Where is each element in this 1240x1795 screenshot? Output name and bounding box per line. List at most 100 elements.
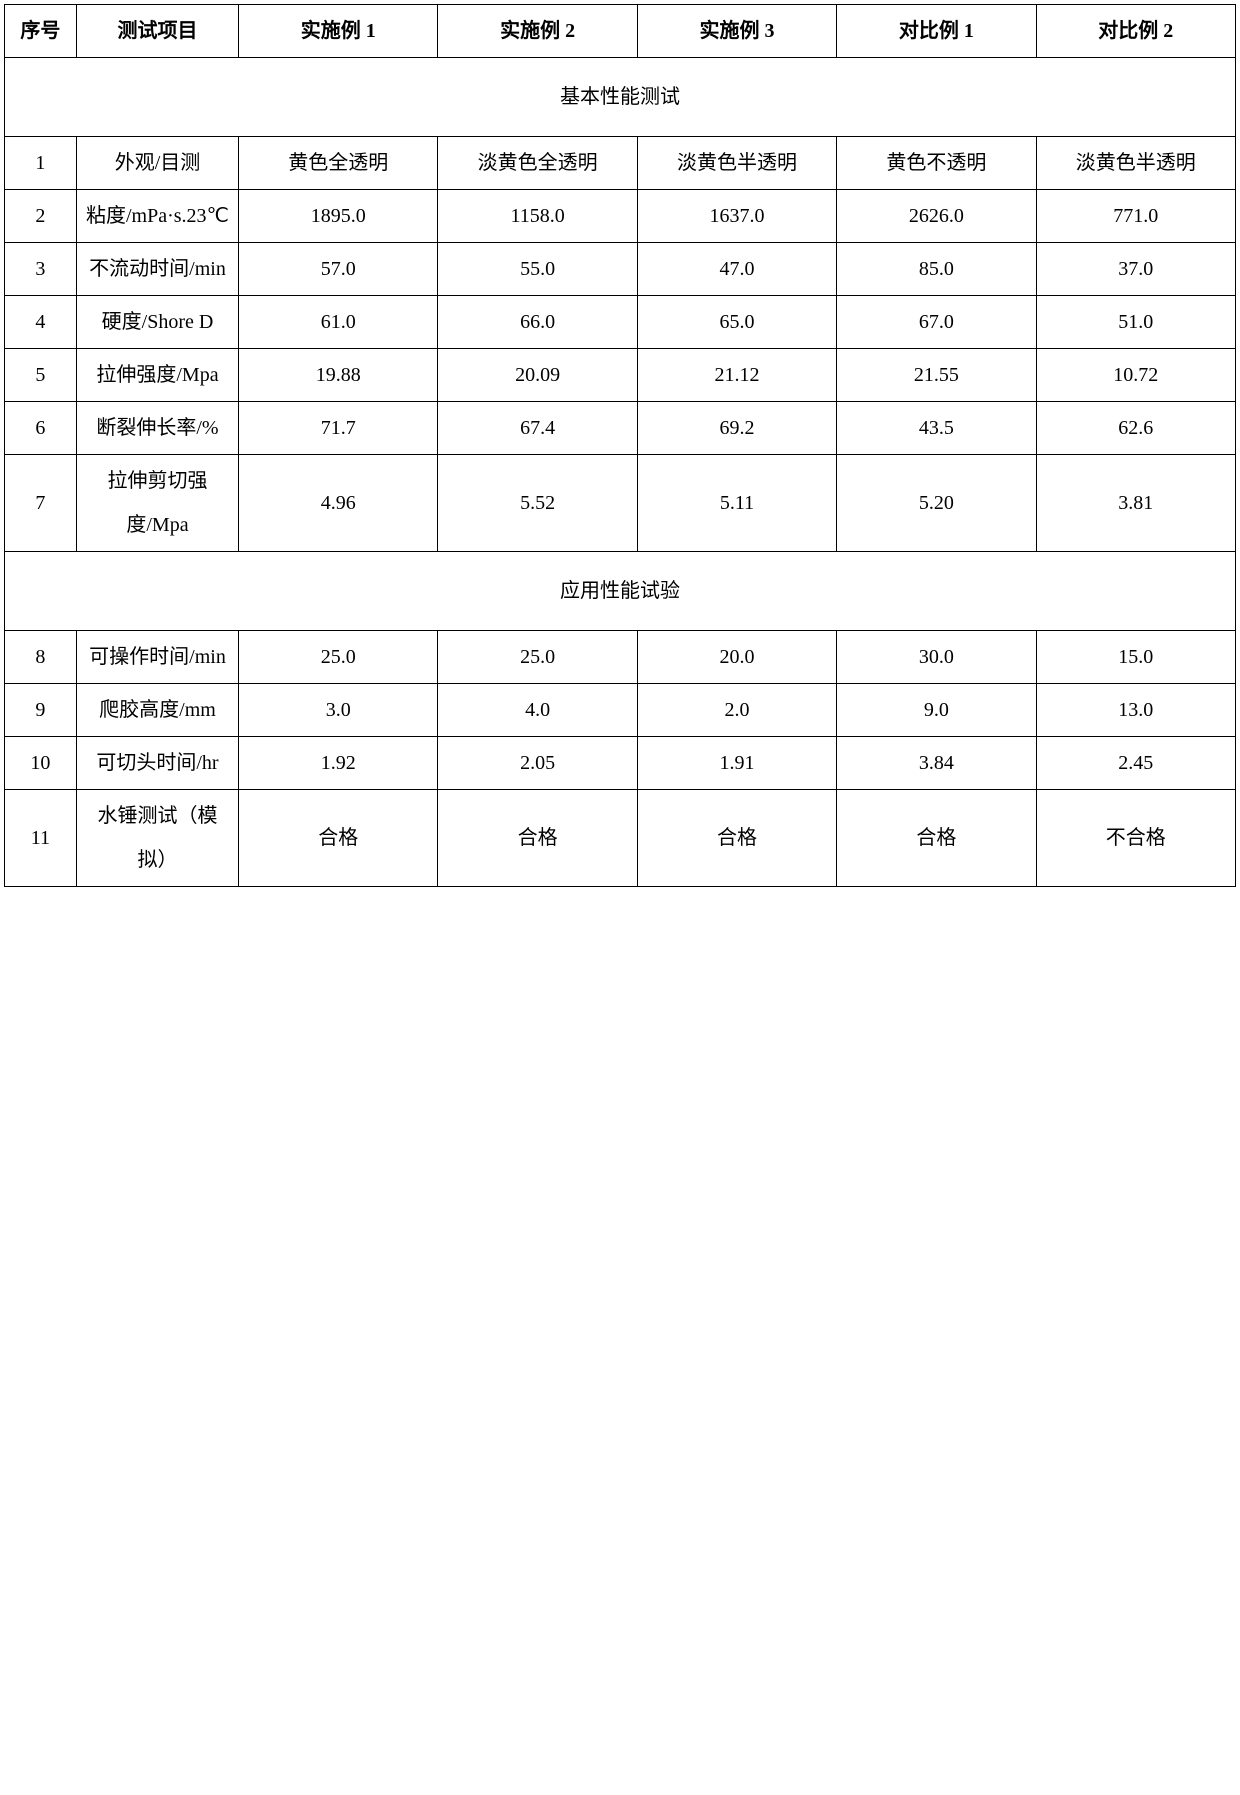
row-value: 3.81	[1036, 455, 1235, 552]
row-index: 9	[5, 684, 77, 737]
row-value: 3.0	[239, 684, 438, 737]
row-value: 1158.0	[438, 190, 637, 243]
row-value: 10.72	[1036, 349, 1235, 402]
row-index: 8	[5, 631, 77, 684]
section-application: 应用性能试验	[5, 552, 1236, 631]
row-value: 19.88	[239, 349, 438, 402]
row-value: 合格	[637, 790, 836, 887]
table-row: 11水锤测试（模拟）合格合格合格合格不合格	[5, 790, 1236, 887]
row-value: 2.0	[637, 684, 836, 737]
row-value: 淡黄色半透明	[1036, 137, 1235, 190]
table-row: 4硬度/Shore D61.066.065.067.051.0	[5, 296, 1236, 349]
row-value: 37.0	[1036, 243, 1235, 296]
row-value: 21.12	[637, 349, 836, 402]
row-value: 5.20	[837, 455, 1036, 552]
table-row: 2粘度/mPa·s.23℃1895.01158.01637.02626.0771…	[5, 190, 1236, 243]
row-value: 69.2	[637, 402, 836, 455]
row-value: 771.0	[1036, 190, 1235, 243]
table-row: 8可操作时间/min25.025.020.030.015.0	[5, 631, 1236, 684]
row-value: 淡黄色全透明	[438, 137, 637, 190]
row-index: 11	[5, 790, 77, 887]
row-value: 61.0	[239, 296, 438, 349]
row-item: 拉伸剪切强度/Mpa	[76, 455, 238, 552]
row-item: 水锤测试（模拟）	[76, 790, 238, 887]
section-title: 基本性能测试	[5, 58, 1236, 137]
row-item: 可操作时间/min	[76, 631, 238, 684]
row-value: 2.05	[438, 737, 637, 790]
row-value: 合格	[239, 790, 438, 887]
row-item: 断裂伸长率/%	[76, 402, 238, 455]
row-value: 55.0	[438, 243, 637, 296]
row-index: 4	[5, 296, 77, 349]
row-value: 4.96	[239, 455, 438, 552]
row-value: 1.92	[239, 737, 438, 790]
row-value: 62.6	[1036, 402, 1235, 455]
row-value: 25.0	[438, 631, 637, 684]
row-value: 67.4	[438, 402, 637, 455]
col-header: 实施例 1	[239, 5, 438, 58]
row-item: 粘度/mPa·s.23℃	[76, 190, 238, 243]
row-value: 67.0	[837, 296, 1036, 349]
row-index: 1	[5, 137, 77, 190]
table-row: 3不流动时间/min57.055.047.085.037.0	[5, 243, 1236, 296]
col-header: 实施例 3	[637, 5, 836, 58]
row-value: 1.91	[637, 737, 836, 790]
row-item: 不流动时间/min	[76, 243, 238, 296]
col-header: 对比例 1	[837, 5, 1036, 58]
row-value: 13.0	[1036, 684, 1235, 737]
row-value: 合格	[438, 790, 637, 887]
row-value: 5.11	[637, 455, 836, 552]
row-value: 5.52	[438, 455, 637, 552]
row-value: 1637.0	[637, 190, 836, 243]
row-value: 淡黄色半透明	[637, 137, 836, 190]
col-header: 测试项目	[76, 5, 238, 58]
row-value: 9.0	[837, 684, 1036, 737]
performance-table: 序号 测试项目 实施例 1 实施例 2 实施例 3 对比例 1 对比例 2 基本…	[4, 4, 1236, 887]
row-index: 10	[5, 737, 77, 790]
table-row: 6断裂伸长率/%71.767.469.243.562.6	[5, 402, 1236, 455]
row-index: 3	[5, 243, 77, 296]
row-index: 6	[5, 402, 77, 455]
col-header: 实施例 2	[438, 5, 637, 58]
row-value: 57.0	[239, 243, 438, 296]
row-value: 20.0	[637, 631, 836, 684]
row-value: 25.0	[239, 631, 438, 684]
row-value: 2.45	[1036, 737, 1235, 790]
row-value: 43.5	[837, 402, 1036, 455]
table-row: 9爬胶高度/mm3.04.02.09.013.0	[5, 684, 1236, 737]
row-value: 66.0	[438, 296, 637, 349]
row-value: 20.09	[438, 349, 637, 402]
row-value: 71.7	[239, 402, 438, 455]
row-value: 2626.0	[837, 190, 1036, 243]
row-value: 4.0	[438, 684, 637, 737]
row-item: 可切头时间/hr	[76, 737, 238, 790]
row-value: 合格	[837, 790, 1036, 887]
row-value: 51.0	[1036, 296, 1235, 349]
row-value: 1895.0	[239, 190, 438, 243]
row-value: 65.0	[637, 296, 836, 349]
row-value: 85.0	[837, 243, 1036, 296]
row-item: 外观/目测	[76, 137, 238, 190]
row-value: 黄色不透明	[837, 137, 1036, 190]
section-basic: 基本性能测试	[5, 58, 1236, 137]
row-value: 不合格	[1036, 790, 1235, 887]
col-header: 序号	[5, 5, 77, 58]
row-item: 拉伸强度/Mpa	[76, 349, 238, 402]
row-index: 5	[5, 349, 77, 402]
col-header: 对比例 2	[1036, 5, 1235, 58]
table-row: 10可切头时间/hr1.922.051.913.842.45	[5, 737, 1236, 790]
row-index: 7	[5, 455, 77, 552]
row-value: 黄色全透明	[239, 137, 438, 190]
table-header-row: 序号 测试项目 实施例 1 实施例 2 实施例 3 对比例 1 对比例 2	[5, 5, 1236, 58]
row-value: 3.84	[837, 737, 1036, 790]
table-row: 7拉伸剪切强度/Mpa4.965.525.115.203.81	[5, 455, 1236, 552]
row-index: 2	[5, 190, 77, 243]
row-value: 21.55	[837, 349, 1036, 402]
row-item: 硬度/Shore D	[76, 296, 238, 349]
row-value: 30.0	[837, 631, 1036, 684]
table-row: 5拉伸强度/Mpa19.8820.0921.1221.5510.72	[5, 349, 1236, 402]
row-item: 爬胶高度/mm	[76, 684, 238, 737]
section-title: 应用性能试验	[5, 552, 1236, 631]
table-row: 1外观/目测黄色全透明淡黄色全透明淡黄色半透明黄色不透明淡黄色半透明	[5, 137, 1236, 190]
row-value: 47.0	[637, 243, 836, 296]
